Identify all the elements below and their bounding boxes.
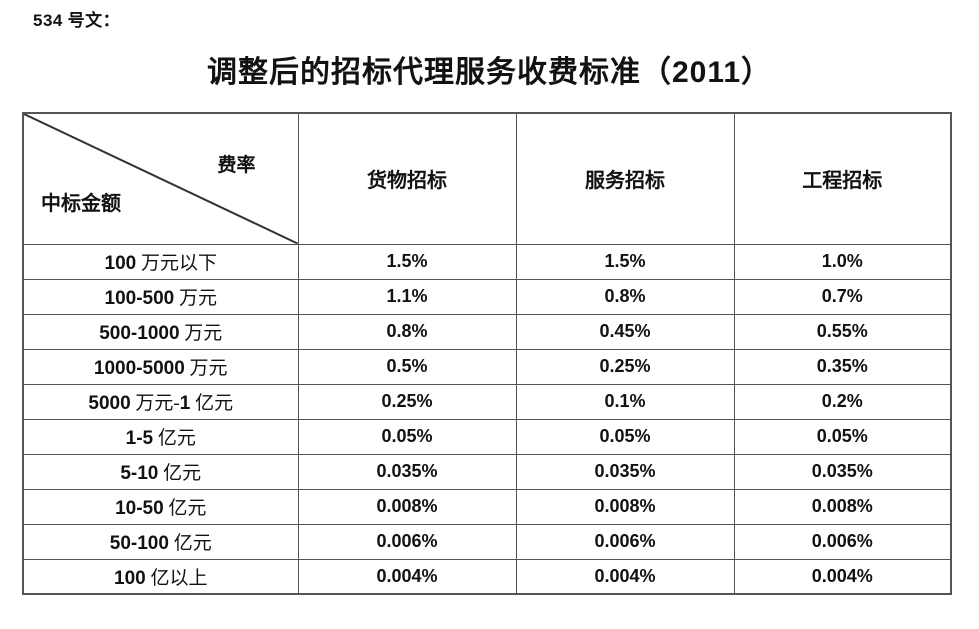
- rate-cell: 0.1%: [515, 383, 735, 420]
- row-label: 100 亿以上: [22, 558, 299, 595]
- row-label: 1-5 亿元: [22, 418, 299, 455]
- column-header-engineering-bidding: 工程招标: [733, 112, 952, 245]
- column-header-service-bidding: 服务招标: [515, 112, 735, 245]
- rate-cell: 0.05%: [733, 418, 952, 455]
- column-header-goods-bidding: 货物招标: [297, 112, 517, 245]
- row-label: 50-100 亿元: [22, 523, 299, 560]
- rate-cell: 0.004%: [297, 558, 517, 595]
- diagonal-divider-line: [24, 114, 297, 243]
- rate-cell: 0.035%: [733, 453, 952, 490]
- table-row: 5000 万元-1 亿元 0.25% 0.1% 0.2%: [22, 383, 952, 420]
- rate-cell: 0.05%: [515, 418, 735, 455]
- rate-cell: 0.05%: [297, 418, 517, 455]
- rate-cell: 0.008%: [515, 488, 735, 525]
- rate-cell: 1.1%: [297, 278, 517, 315]
- rate-cell: 0.006%: [297, 523, 517, 560]
- rate-cell: 0.006%: [515, 523, 735, 560]
- rate-cell: 0.8%: [515, 278, 735, 315]
- rate-cell: 0.55%: [733, 313, 952, 350]
- corner-label-rate: 费率: [217, 155, 256, 176]
- row-label: 5000 万元-1 亿元: [22, 383, 299, 420]
- table-row: 1000-5000 万元 0.5% 0.25% 0.35%: [22, 348, 952, 385]
- table-row: 1-5 亿元 0.05% 0.05% 0.05%: [22, 418, 952, 455]
- rate-cell: 0.8%: [297, 313, 517, 350]
- page-title: 调整后的招标代理服务收费标准（2011）: [206, 56, 773, 89]
- rate-cell: 0.25%: [515, 348, 735, 385]
- rate-cell: 0.035%: [297, 453, 517, 490]
- rate-cell: 0.008%: [297, 488, 517, 525]
- row-label: 1000-5000 万元: [22, 348, 299, 385]
- rate-cell: 0.45%: [515, 313, 735, 350]
- table-row: 100 亿以上 0.004% 0.004% 0.004%: [22, 558, 952, 595]
- fee-table: 费率 中标金额 货物招标 服务招标 工程招标 100 万元以下 1.5% 1.5…: [22, 112, 952, 595]
- rate-cell: 1.5%: [515, 243, 735, 280]
- table-row: 100 万元以下 1.5% 1.5% 1.0%: [22, 243, 952, 280]
- corner-header-cell: 费率 中标金额: [22, 112, 299, 245]
- row-label: 500-1000 万元: [22, 313, 299, 350]
- rate-cell: 1.0%: [733, 243, 952, 280]
- table-row: 5-10 亿元 0.035% 0.035% 0.035%: [22, 453, 952, 490]
- corner-label-amount: 中标金额: [41, 192, 121, 215]
- row-label: 5-10 亿元: [22, 453, 299, 490]
- rate-cell: 0.004%: [515, 558, 735, 595]
- rate-cell: 0.008%: [733, 488, 952, 525]
- table-header-row: 费率 中标金额 货物招标 服务招标 工程招标: [22, 112, 952, 245]
- doc-number: 534 号文：: [33, 11, 121, 30]
- rate-cell: 1.5%: [297, 243, 517, 280]
- rate-cell: 0.2%: [733, 383, 952, 420]
- rate-cell: 0.004%: [733, 558, 952, 595]
- rate-cell: 0.006%: [733, 523, 952, 560]
- row-label: 100 万元以下: [22, 243, 299, 280]
- table-row: 10-50 亿元 0.008% 0.008% 0.008%: [22, 488, 952, 525]
- rate-cell: 0.035%: [515, 453, 735, 490]
- rate-cell: 0.7%: [733, 278, 952, 315]
- table-row: 100-500 万元 1.1% 0.8% 0.7%: [22, 278, 952, 315]
- rate-cell: 0.25%: [297, 383, 517, 420]
- rate-cell: 0.35%: [733, 348, 952, 385]
- row-label: 10-50 亿元: [22, 488, 299, 525]
- table-row: 500-1000 万元 0.8% 0.45% 0.55%: [22, 313, 952, 350]
- row-label: 100-500 万元: [22, 278, 299, 315]
- rate-cell: 0.5%: [297, 348, 517, 385]
- table-row: 50-100 亿元 0.006% 0.006% 0.006%: [22, 523, 952, 560]
